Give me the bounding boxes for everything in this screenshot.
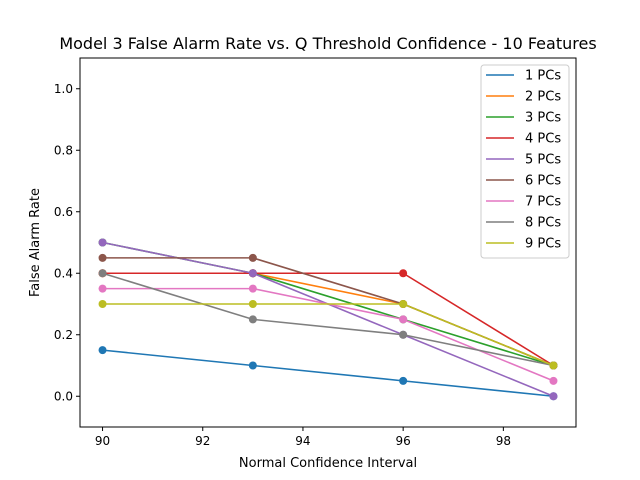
- legend-item: 4 PCs: [486, 132, 561, 147]
- data-point: [549, 392, 558, 401]
- legend-label: 8 PCs: [525, 216, 561, 231]
- data-point: [248, 361, 257, 370]
- chart-title: Model 3 False Alarm Rate vs. Q Threshold…: [59, 34, 596, 53]
- data-point: [248, 284, 257, 293]
- data-point: [248, 269, 257, 278]
- y-axis-label: False Alarm Rate: [28, 188, 43, 297]
- data-point: [98, 238, 107, 247]
- x-tick-label: 98: [496, 434, 511, 448]
- legend: 1 PCs 2 PCs 3 PCs 4 PCs 5 PCs 6 PCs 7 PCs 8 PCs…: [480, 64, 570, 259]
- legend-box: [480, 64, 570, 259]
- legend-item: 9 PCs: [486, 237, 561, 252]
- data-point: [399, 330, 408, 339]
- legend-label: 2 PCs: [525, 90, 561, 105]
- series-9-pcs: [98, 300, 558, 370]
- data-point: [399, 269, 408, 278]
- data-point: [248, 253, 257, 262]
- data-point: [399, 315, 408, 324]
- series-layer: [98, 238, 558, 401]
- y-tick-label: 0.2: [54, 328, 73, 342]
- series-line: [102, 272, 554, 367]
- legend-label: 4 PCs: [525, 132, 561, 147]
- y-tick-label: 0.8: [54, 143, 73, 157]
- data-point: [98, 284, 107, 293]
- legend-item: 7 PCs: [486, 195, 561, 210]
- series-line: [102, 349, 554, 398]
- legend-item: 6 PCs: [486, 174, 561, 189]
- data-point: [98, 253, 107, 262]
- data-point: [248, 315, 257, 324]
- data-point: [399, 376, 408, 385]
- data-point: [98, 346, 107, 355]
- legend-label: 1 PCs: [525, 69, 561, 84]
- data-point: [399, 300, 408, 308]
- x-axis: 90 92 94 96 98: [95, 427, 511, 448]
- data-point: [248, 300, 257, 308]
- legend-item: 5 PCs: [486, 153, 561, 168]
- legend-item: 3 PCs: [486, 111, 561, 126]
- legend-item: 2 PCs: [486, 90, 561, 105]
- legend-label: 3 PCs: [525, 111, 561, 126]
- legend-item: 8 PCs: [486, 216, 561, 231]
- series-line: [102, 272, 554, 367]
- y-tick-label: 0.0: [54, 389, 73, 403]
- data-point: [549, 361, 558, 370]
- x-tick-label: 90: [95, 434, 110, 448]
- y-tick-label: 1.0: [54, 82, 73, 96]
- legend-label: 7 PCs: [525, 195, 561, 210]
- y-axis: 0.0 0.2 0.4 0.6 0.8 1.0: [54, 82, 80, 403]
- series-8-pcs: [98, 269, 558, 370]
- legend-label: 6 PCs: [525, 174, 561, 189]
- y-tick-label: 0.6: [54, 205, 73, 219]
- legend-label: 9 PCs: [525, 237, 561, 252]
- data-point: [549, 376, 558, 385]
- x-tick-label: 96: [396, 434, 411, 448]
- data-point: [98, 269, 107, 278]
- y-tick-label: 0.4: [54, 266, 73, 280]
- x-tick-label: 92: [195, 434, 210, 448]
- legend-label: 5 PCs: [525, 153, 561, 168]
- x-axis-label: Normal Confidence Interval: [239, 456, 417, 471]
- plot-frame: [79, 57, 577, 428]
- data-point: [98, 300, 107, 308]
- x-tick-label: 94: [295, 434, 310, 448]
- legend-item: 1 PCs: [486, 69, 561, 84]
- series-line: [102, 303, 554, 367]
